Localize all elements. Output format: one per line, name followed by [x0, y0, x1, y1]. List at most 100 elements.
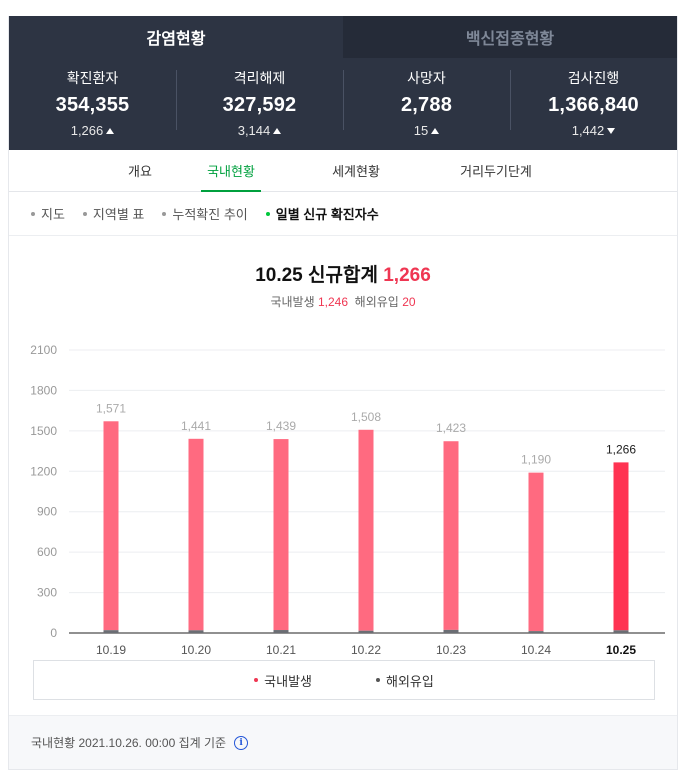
bar-overseas: [188, 630, 204, 633]
chart-title-prefix: 10.25 신규합계: [255, 265, 378, 286]
bar-overseas: [103, 630, 119, 633]
x-tick-label: 10.22: [351, 643, 381, 657]
chart-title: 10.25 신규합계 1,266: [9, 260, 677, 287]
stat-label: 사망자: [407, 70, 446, 86]
bar-overseas: [613, 630, 629, 633]
stat-deaths: 사망자 2,788 15: [343, 68, 510, 140]
bar-domestic: [273, 439, 289, 631]
covid-widget: 감염현황 백신접종현황 확진환자 354,355 1,266 격리해제 327,…: [8, 16, 678, 770]
filter-cumulative-trend[interactable]: 누적확진 추이: [162, 204, 248, 223]
triangle-up-icon: [431, 127, 440, 134]
legend-item-overseas[interactable]: 해외유입: [376, 671, 434, 690]
chart-legend: 국내발생 해외유입: [33, 660, 655, 700]
bar-value-label: 1,266: [606, 442, 636, 456]
y-tick-label: 1800: [30, 383, 57, 397]
bar-overseas: [273, 630, 289, 633]
stat-value: 2,788: [400, 94, 453, 116]
stat-delta: 1,442: [572, 123, 616, 138]
filter-label: 누적확진 추이: [172, 207, 248, 222]
legend-label: 해외유입: [386, 673, 434, 689]
sub-tabs: 개요 국내현황 세계현황 거리두기단계: [9, 150, 677, 192]
stat-delta-value: 3,144: [237, 123, 271, 138]
stat-value: 1,366,840: [548, 94, 639, 116]
y-tick-label: 2100: [30, 343, 57, 357]
bar-overseas: [528, 631, 544, 633]
stats-row: 확진환자 354,355 1,266 격리해제 327,592 3,144 사망…: [9, 58, 677, 150]
bar-value-label: 1,439: [266, 419, 296, 433]
y-tick-label: 1200: [30, 464, 57, 478]
top-tabs: 감염현황 백신접종현황: [9, 16, 677, 58]
bar-domestic: [188, 438, 204, 631]
tab-world[interactable]: 세계현황: [332, 164, 380, 179]
bullet-icon: [162, 211, 167, 216]
chart-header: 10.25 신규합계 1,266 국내발생 1,246 해외유입 20: [9, 260, 677, 310]
bar-domestic: [358, 429, 374, 631]
filter-label: 지도: [41, 207, 65, 222]
filter-region-table[interactable]: 지역별 표: [82, 204, 145, 223]
chart-filters: 지도 지역별 표 누적확진 추이 일별 신규 확진자수: [9, 192, 677, 236]
bar-domestic: [528, 472, 544, 632]
bar-value-label: 1,508: [351, 410, 381, 424]
stat-label: 격리해제: [233, 70, 286, 86]
triangle-up-icon: [106, 127, 115, 134]
triangle-down-icon: [607, 127, 616, 134]
tab-overview[interactable]: 개요: [128, 164, 152, 179]
stat-testing: 검사진행 1,366,840 1,442: [510, 68, 677, 140]
stat-delta-value: 15: [413, 123, 429, 138]
bar-value-label: 1,571: [96, 401, 126, 415]
tab-distancing-level[interactable]: 거리두기단계: [460, 164, 532, 179]
footer-note: 국내현황 2021.10.26. 00:00 집계 기준 i: [9, 715, 677, 769]
stat-delta-value: 1,266: [70, 123, 104, 138]
tab-vaccination-status[interactable]: 백신접종현황: [343, 16, 677, 58]
legend-item-domestic[interactable]: 국내발생: [254, 671, 312, 690]
summary-panel: 감염현황 백신접종현황 확진환자 354,355 1,266 격리해제 327,…: [9, 16, 677, 150]
filter-daily-new-cases[interactable]: 일별 신규 확진자수: [265, 204, 379, 223]
stat-label: 확진환자: [66, 70, 119, 86]
tab-domestic[interactable]: 국내현황: [201, 150, 261, 192]
bar-domestic: [613, 462, 629, 631]
y-tick-label: 1500: [30, 424, 57, 438]
legend-dot-icon: [376, 678, 380, 682]
stat-released: 격리해제 327,592 3,144: [176, 68, 343, 140]
x-tick-label: 10.20: [181, 643, 211, 657]
stat-value: 354,355: [55, 94, 130, 116]
stat-value: 327,592: [222, 94, 297, 116]
bullet-icon: [31, 211, 35, 216]
legend-label: 국내발생: [264, 673, 312, 689]
chart-total: 1,266: [383, 265, 431, 286]
chart-breakdown: 국내발생 1,246 해외유입 20: [9, 293, 677, 310]
x-tick-label: 10.23: [436, 643, 466, 657]
legend-dot-icon: [254, 678, 259, 682]
filter-label: 지역별 표: [92, 207, 145, 222]
stat-delta: 15: [413, 123, 440, 138]
stat-delta: 1,266: [71, 123, 115, 138]
stat-delta-value: 1,442: [571, 123, 605, 138]
y-tick-label: 0: [50, 626, 57, 640]
daily-cases-bar-chart: 0 300 600 900 1200 1500 1800 2100 1,571 10.19 1,44…: [30, 343, 665, 657]
y-tick-label: 300: [37, 586, 57, 600]
stat-confirmed: 확진환자 354,355 1,266: [9, 68, 176, 140]
x-tick-label: 10.21: [266, 643, 296, 657]
tab-infection-status[interactable]: 감염현황: [9, 16, 343, 58]
filter-label: 일별 신규 확진자수: [275, 207, 379, 222]
stat-label: 검사진행: [567, 70, 620, 86]
footer-text: 국내현황 2021.10.26. 00:00 집계 기준: [31, 736, 227, 750]
overseas-value: 20: [402, 295, 416, 309]
y-tick-label: 900: [37, 505, 57, 519]
filter-map[interactable]: 지도: [31, 204, 65, 223]
stat-delta: 3,144: [238, 123, 282, 138]
bar-value-label: 1,423: [436, 421, 466, 435]
overseas-label: 해외유입: [354, 295, 399, 309]
info-icon[interactable]: i: [234, 735, 249, 750]
bar-overseas: [358, 630, 374, 633]
bullet-icon: [265, 211, 270, 216]
bar-domestic: [443, 441, 459, 630]
bar-overseas: [443, 629, 459, 633]
y-tick-label: 600: [37, 545, 57, 559]
bar-value-label: 1,190: [521, 453, 551, 467]
bullet-icon: [82, 211, 87, 216]
x-tick-label: 10.25: [606, 643, 636, 657]
bar-value-label: 1,441: [181, 419, 211, 433]
x-tick-label: 10.19: [96, 643, 126, 657]
triangle-up-icon: [273, 127, 282, 134]
